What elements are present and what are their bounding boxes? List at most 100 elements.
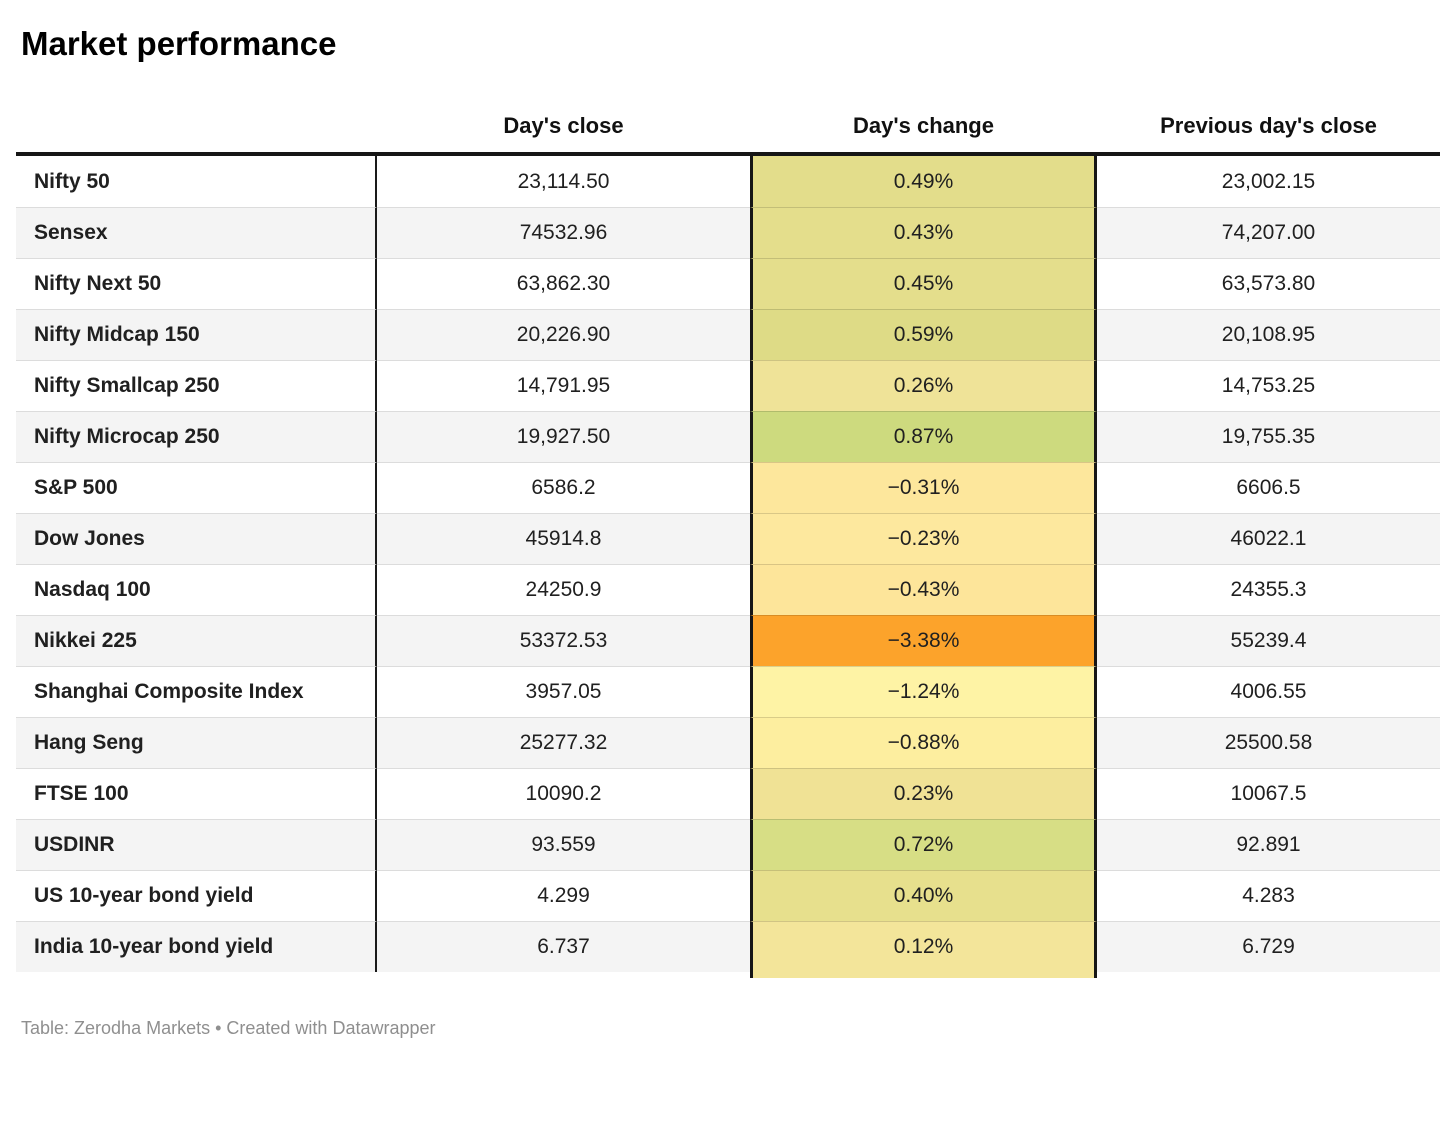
row-label-text: Nifty Smallcap 250 — [34, 374, 220, 397]
row-label-text: USDINR — [34, 833, 115, 856]
row-label-text: Shanghai Composite Index — [34, 680, 304, 703]
row-label: Nifty Midcap 150 — [16, 309, 377, 360]
market-performance-table: Day's close Day's change Previous day's … — [16, 106, 1440, 978]
row-label-text: Nikkei 225 — [34, 629, 137, 652]
strip-spacer — [1097, 972, 1440, 978]
days-close-value: 6.737 — [377, 921, 750, 972]
row-label: Nifty Next 50 — [16, 258, 377, 309]
table-row: Nasdaq 100 24250.9 −0.43% 24355.3 — [16, 564, 1440, 615]
previous-days-close-value: 4006.55 — [1097, 666, 1440, 717]
row-label-text: Nifty Microcap 250 — [34, 425, 220, 448]
previous-days-close-value: 63,573.80 — [1097, 258, 1440, 309]
days-change-cell: 0.72% — [750, 819, 1097, 870]
days-change-cell: −1.24% — [750, 666, 1097, 717]
days-close-value: 63,862.30 — [377, 258, 750, 309]
days-change-cell: 0.23% — [750, 768, 1097, 819]
days-close-value: 25277.32 — [377, 717, 750, 768]
row-label: US 10-year bond yield — [16, 870, 377, 921]
table-row: Nifty Smallcap 250 14,791.95 0.26% 14,75… — [16, 360, 1440, 411]
days-change-cell: 0.43% — [750, 207, 1097, 258]
row-label-text: Sensex — [34, 221, 108, 244]
table-body: Nifty 50 23,114.50 0.49% 23,002.15 Sense… — [16, 156, 1440, 972]
days-close-value: 20,226.90 — [377, 309, 750, 360]
table-row: US 10-year bond yield 4.299 0.40% 4.283 — [16, 870, 1440, 921]
days-close-value: 53372.53 — [377, 615, 750, 666]
previous-days-close-value: 55239.4 — [1097, 615, 1440, 666]
days-change-cell: 0.26% — [750, 360, 1097, 411]
days-change-cell: −3.38% — [750, 615, 1097, 666]
days-close-value: 6586.2 — [377, 462, 750, 513]
table-row: Nifty Microcap 250 19,927.50 0.87% 19,75… — [16, 411, 1440, 462]
days-close-value: 24250.9 — [377, 564, 750, 615]
days-change-cell: −0.43% — [750, 564, 1097, 615]
previous-days-close-value: 6606.5 — [1097, 462, 1440, 513]
row-label: Shanghai Composite Index — [16, 666, 377, 717]
row-label: S&P 500 — [16, 462, 377, 513]
row-label-text: Nifty Next 50 — [34, 272, 162, 295]
table-row: Hang Seng 25277.32 −0.88% 25500.58 — [16, 717, 1440, 768]
row-label: Nifty Microcap 250 — [16, 411, 377, 462]
header-previous-days-close: Previous day's close — [1160, 113, 1377, 138]
table-row: Sensex 74532.96 0.43% 74,207.00 — [16, 207, 1440, 258]
table-row: Nifty Next 50 63,862.30 0.45% 63,573.80 — [16, 258, 1440, 309]
row-label: Nifty 50 — [16, 156, 377, 207]
header-days-change: Day's change — [853, 113, 994, 138]
table-footer-credit: Table: Zerodha Markets • Created with Da… — [21, 1018, 436, 1038]
row-label-text: Nasdaq 100 — [34, 578, 151, 601]
previous-days-close-value: 24355.3 — [1097, 564, 1440, 615]
row-label: Dow Jones — [16, 513, 377, 564]
row-label-text: US 10-year bond yield — [34, 884, 254, 907]
strip-spacer — [16, 972, 377, 978]
days-close-value: 23,114.50 — [377, 156, 750, 207]
strip-change-cell — [750, 972, 1097, 978]
previous-days-close-value: 25500.58 — [1097, 717, 1440, 768]
table-row: Nikkei 225 53372.53 −3.38% 55239.4 — [16, 615, 1440, 666]
table-header-row: Day's close Day's change Previous day's … — [16, 106, 1440, 156]
table-row: S&P 500 6586.2 −0.31% 6606.5 — [16, 462, 1440, 513]
table-row: Dow Jones 45914.8 −0.23% 46022.1 — [16, 513, 1440, 564]
row-label: Nasdaq 100 — [16, 564, 377, 615]
previous-days-close-value: 74,207.00 — [1097, 207, 1440, 258]
header-days-close: Day's close — [503, 113, 624, 138]
row-label-text: Nifty Midcap 150 — [34, 323, 200, 346]
strip-spacer — [377, 972, 750, 978]
previous-days-close-value: 92.891 — [1097, 819, 1440, 870]
page: Market performance Day's close Day's cha… — [0, 24, 1456, 1125]
row-label-text: India 10-year bond yield — [34, 935, 274, 958]
previous-days-close-value: 23,002.15 — [1097, 156, 1440, 207]
row-label-text: S&P 500 — [34, 476, 118, 499]
table-row: USDINR 93.559 0.72% 92.891 — [16, 819, 1440, 870]
previous-days-close-value: 10067.5 — [1097, 768, 1440, 819]
row-label: India 10-year bond yield — [16, 921, 377, 972]
days-close-value: 74532.96 — [377, 207, 750, 258]
days-change-cell: 0.87% — [750, 411, 1097, 462]
table-row: Nifty Midcap 150 20,226.90 0.59% 20,108.… — [16, 309, 1440, 360]
days-close-value: 19,927.50 — [377, 411, 750, 462]
previous-days-close-value: 14,753.25 — [1097, 360, 1440, 411]
days-change-cell: −0.88% — [750, 717, 1097, 768]
days-close-value: 14,791.95 — [377, 360, 750, 411]
row-label-text: FTSE 100 — [34, 782, 129, 805]
days-change-cell: −0.31% — [750, 462, 1097, 513]
table-row: India 10-year bond yield 6.737 0.12% 6.7… — [16, 921, 1440, 972]
row-label: Sensex — [16, 207, 377, 258]
change-column-bottom-strip — [16, 972, 1440, 978]
row-label-text: Hang Seng — [34, 731, 144, 754]
table-row: Shanghai Composite Index 3957.05 −1.24% … — [16, 666, 1440, 717]
row-label-text: Dow Jones — [34, 527, 145, 550]
days-change-cell: 0.40% — [750, 870, 1097, 921]
table-row: FTSE 100 10090.2 0.23% 10067.5 — [16, 768, 1440, 819]
row-label: Nifty Smallcap 250 — [16, 360, 377, 411]
days-change-cell: 0.59% — [750, 309, 1097, 360]
previous-days-close-value: 19,755.35 — [1097, 411, 1440, 462]
days-close-value: 3957.05 — [377, 666, 750, 717]
days-change-cell: 0.49% — [750, 156, 1097, 207]
row-label-text: Nifty 50 — [34, 169, 110, 193]
days-change-cell: 0.45% — [750, 258, 1097, 309]
previous-days-close-value: 6.729 — [1097, 921, 1440, 972]
days-close-value: 45914.8 — [377, 513, 750, 564]
row-label: USDINR — [16, 819, 377, 870]
row-label: Hang Seng — [16, 717, 377, 768]
days-close-value: 93.559 — [377, 819, 750, 870]
table-row: Nifty 50 23,114.50 0.49% 23,002.15 — [16, 156, 1440, 207]
